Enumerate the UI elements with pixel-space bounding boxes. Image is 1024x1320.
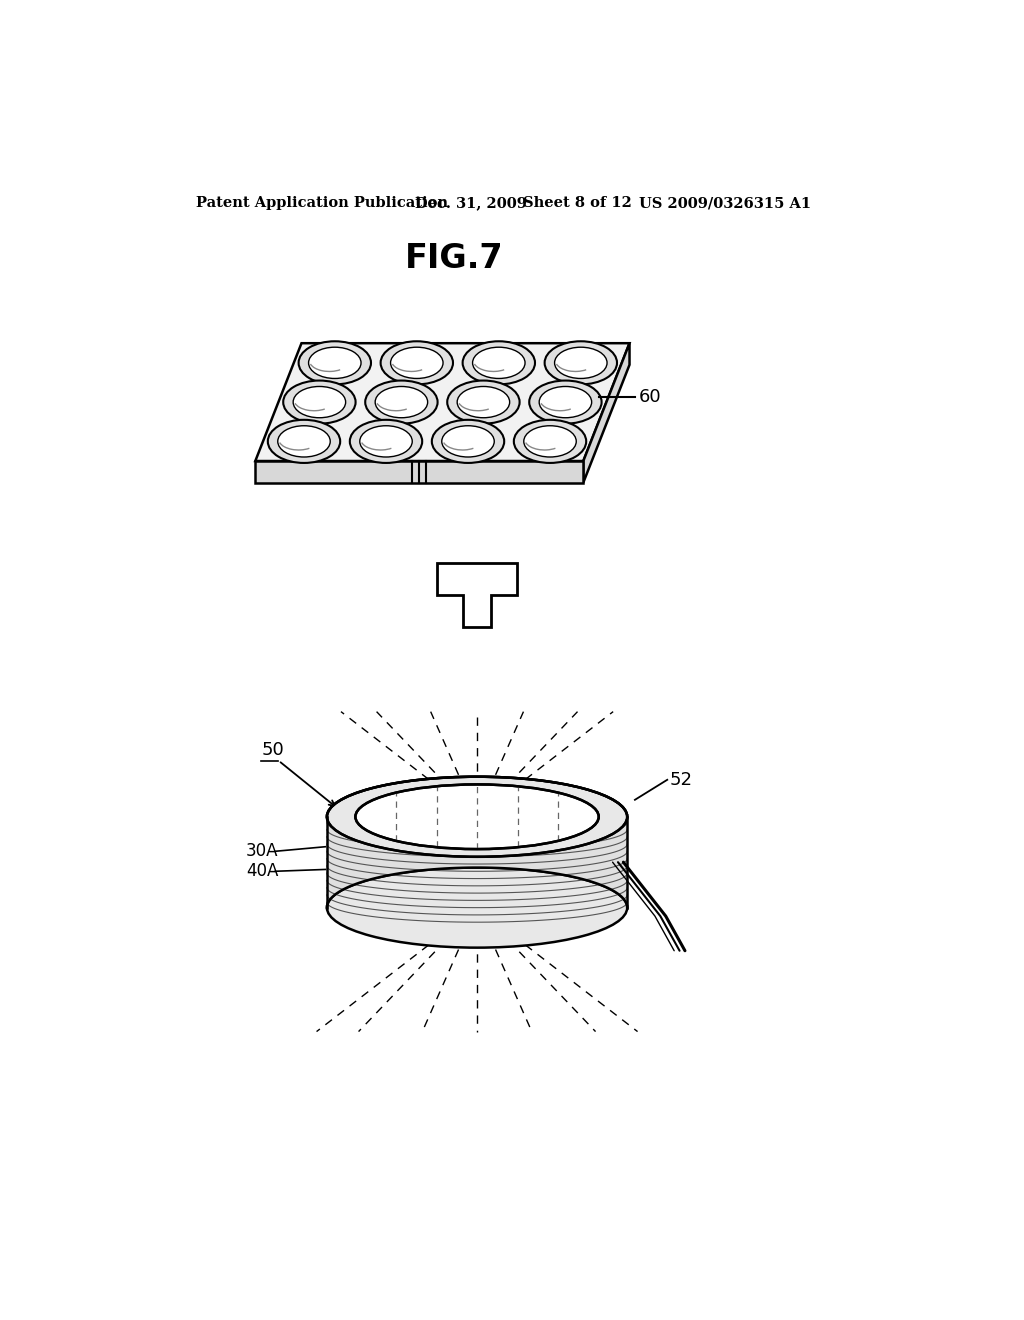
Ellipse shape [308,347,361,379]
Text: US 2009/0326315 A1: US 2009/0326315 A1 [639,197,811,210]
Ellipse shape [555,347,607,379]
Ellipse shape [514,420,586,463]
Text: 52: 52 [670,771,692,789]
Text: Patent Application Publication: Patent Application Publication [196,197,449,210]
Ellipse shape [390,347,443,379]
Ellipse shape [447,380,519,424]
Polygon shape [437,562,517,627]
Text: FIG.7: FIG.7 [404,242,503,275]
Ellipse shape [457,387,510,417]
Polygon shape [327,776,628,908]
Polygon shape [255,343,630,461]
Ellipse shape [463,342,535,384]
Ellipse shape [545,342,617,384]
Ellipse shape [441,426,495,457]
Ellipse shape [293,387,346,417]
Ellipse shape [529,380,602,424]
Ellipse shape [524,426,577,457]
Text: Sheet 8 of 12: Sheet 8 of 12 [523,197,632,210]
Text: 40A: 40A [246,862,279,880]
Ellipse shape [375,387,428,417]
Polygon shape [255,461,584,483]
Ellipse shape [359,426,413,457]
Ellipse shape [472,347,525,379]
Ellipse shape [327,867,628,948]
Text: 60: 60 [639,388,662,407]
Ellipse shape [432,420,504,463]
Polygon shape [355,784,599,840]
Ellipse shape [278,426,331,457]
Text: Dec. 31, 2009: Dec. 31, 2009 [416,197,527,210]
Ellipse shape [355,784,599,849]
Ellipse shape [268,420,340,463]
Text: 30A: 30A [246,842,279,861]
Ellipse shape [366,380,437,424]
Text: 50: 50 [261,741,285,759]
Polygon shape [584,343,630,483]
Ellipse shape [284,380,355,424]
Ellipse shape [299,342,371,384]
Ellipse shape [327,776,628,857]
Ellipse shape [540,387,592,417]
Ellipse shape [381,342,453,384]
Ellipse shape [350,420,422,463]
